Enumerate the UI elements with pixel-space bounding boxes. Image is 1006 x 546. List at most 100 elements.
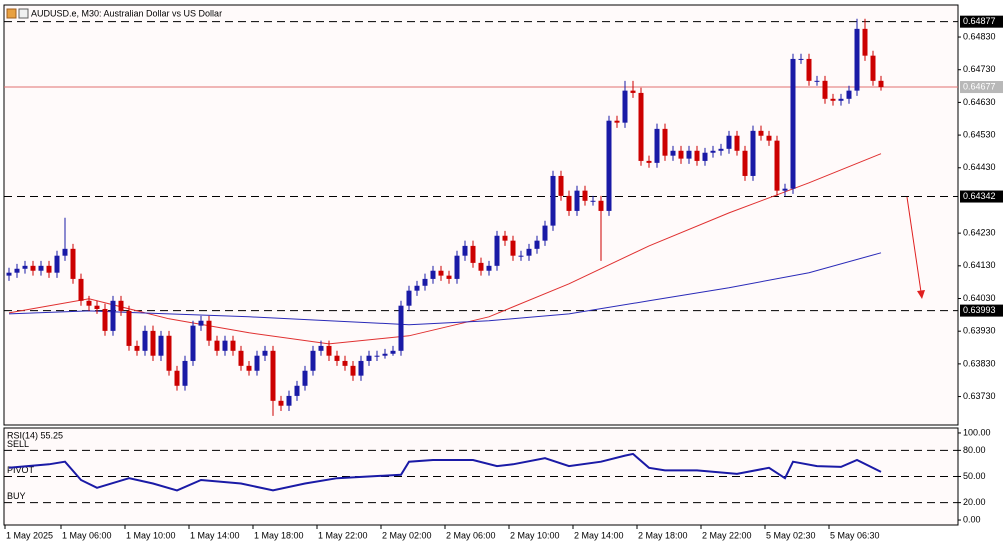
candle-body bbox=[390, 350, 396, 354]
candle-body bbox=[326, 345, 332, 356]
candle-body bbox=[222, 340, 228, 351]
candle-body bbox=[134, 345, 140, 351]
x-tick-label: 2 May 22:00 bbox=[702, 530, 752, 540]
candle-body bbox=[366, 355, 372, 361]
candle-body bbox=[622, 90, 628, 123]
candle-body bbox=[734, 135, 740, 151]
x-tick-label: 2 May 02:00 bbox=[382, 530, 432, 540]
candle-body bbox=[438, 270, 444, 276]
candle-body bbox=[206, 320, 212, 341]
candle-body bbox=[430, 270, 436, 279]
candle-body bbox=[190, 325, 196, 361]
candle-body bbox=[270, 350, 276, 401]
y-tick-label: 0.64530 bbox=[963, 129, 996, 139]
candle-body bbox=[694, 150, 700, 161]
candle-body bbox=[142, 330, 148, 351]
candle-body bbox=[462, 245, 468, 256]
candle-body bbox=[318, 345, 324, 351]
candle-body bbox=[70, 248, 76, 279]
candle-body bbox=[582, 190, 588, 201]
candle-body bbox=[614, 120, 620, 123]
y-tick-label: 0.63930 bbox=[963, 326, 996, 336]
candle-body bbox=[566, 195, 572, 211]
candle-body bbox=[750, 130, 756, 176]
price-label: 0.64677 bbox=[963, 81, 996, 91]
candle-body bbox=[510, 240, 516, 256]
x-tick-label: 1 May 18:00 bbox=[254, 530, 304, 540]
candle-body bbox=[86, 300, 92, 306]
candle-body bbox=[262, 350, 268, 356]
rsi-level-label: PIVOT bbox=[7, 465, 35, 475]
x-tick-label: 2 May 06:00 bbox=[446, 530, 496, 540]
rsi-line bbox=[8, 452, 882, 492]
candle-body bbox=[126, 310, 132, 346]
candle-body bbox=[598, 200, 604, 211]
candle-body bbox=[534, 240, 540, 249]
candle-body bbox=[150, 330, 156, 356]
candle-body bbox=[478, 262, 484, 271]
candle-body bbox=[798, 58, 804, 60]
candle-body bbox=[870, 55, 876, 81]
rsi-tick-label: 50.00 bbox=[963, 471, 986, 481]
level-label-box bbox=[960, 304, 1003, 317]
rsi-level-label: SELL bbox=[7, 439, 29, 449]
y-tick-label: 0.64130 bbox=[963, 260, 996, 270]
candle-body bbox=[350, 365, 356, 376]
candle-body bbox=[790, 58, 796, 189]
candle-body bbox=[14, 268, 20, 273]
arrow-shaft bbox=[906, 196, 922, 293]
y-tick-label: 0.64730 bbox=[963, 64, 996, 74]
plot-layer: 0.64830 0.64730 0.64630 0.64530 0.64430 0.642… bbox=[4, 15, 1003, 540]
candle-body bbox=[446, 275, 452, 279]
candle-body bbox=[486, 265, 492, 271]
x-tick-label: 1 May 14:00 bbox=[190, 530, 240, 540]
candle-body bbox=[726, 135, 732, 149]
candle-body bbox=[686, 150, 692, 159]
candle-body bbox=[814, 80, 820, 82]
candle-body bbox=[238, 350, 244, 366]
x-tick-label: 2 May 14:00 bbox=[574, 530, 624, 540]
moving-average bbox=[8, 153, 882, 345]
candle-body bbox=[302, 370, 308, 386]
candle-body bbox=[174, 370, 180, 386]
chart-title: AUDUSD.e, M30: Australian Dollar vs US D… bbox=[31, 8, 222, 18]
candle-body bbox=[806, 58, 812, 81]
candle-body bbox=[214, 340, 220, 351]
y-tick-label: 0.64230 bbox=[963, 228, 996, 238]
level-label: 0.64342 bbox=[963, 191, 996, 201]
x-tick-label: 1 May 22:00 bbox=[318, 530, 368, 540]
candle-body bbox=[774, 140, 780, 191]
candle-body bbox=[502, 235, 508, 241]
candle-body bbox=[94, 305, 100, 309]
candle-body bbox=[22, 265, 28, 269]
candle-body bbox=[198, 320, 204, 326]
candle-body bbox=[878, 80, 884, 88]
candle-body bbox=[358, 360, 364, 376]
candle-body bbox=[630, 90, 636, 93]
candle-body bbox=[30, 265, 36, 271]
candle-body bbox=[846, 90, 852, 99]
candle-body bbox=[278, 400, 284, 406]
candle-body bbox=[494, 235, 500, 266]
candle-body bbox=[822, 80, 828, 99]
candle-body bbox=[830, 98, 836, 101]
level-label-box bbox=[960, 15, 1003, 28]
candle-body bbox=[862, 28, 868, 56]
candle-body bbox=[158, 335, 164, 356]
y-tick-label: 0.64030 bbox=[963, 293, 996, 303]
y-tick-label: 0.63730 bbox=[963, 391, 996, 401]
candle-body bbox=[294, 385, 300, 396]
level-label-box bbox=[960, 190, 1003, 203]
candle-body bbox=[78, 278, 84, 301]
candle-body bbox=[638, 92, 644, 161]
x-tick-label: 1 May 2025 bbox=[6, 530, 53, 540]
menu-icon bbox=[6, 8, 17, 19]
candle-body bbox=[654, 128, 660, 163]
x-tick-label: 1 May 06:00 bbox=[62, 530, 112, 540]
x-tick-label: 2 May 18:00 bbox=[638, 530, 688, 540]
candle-body bbox=[406, 290, 412, 306]
candle-body bbox=[254, 355, 260, 371]
candle-body bbox=[702, 152, 708, 161]
candle-body bbox=[470, 245, 476, 263]
